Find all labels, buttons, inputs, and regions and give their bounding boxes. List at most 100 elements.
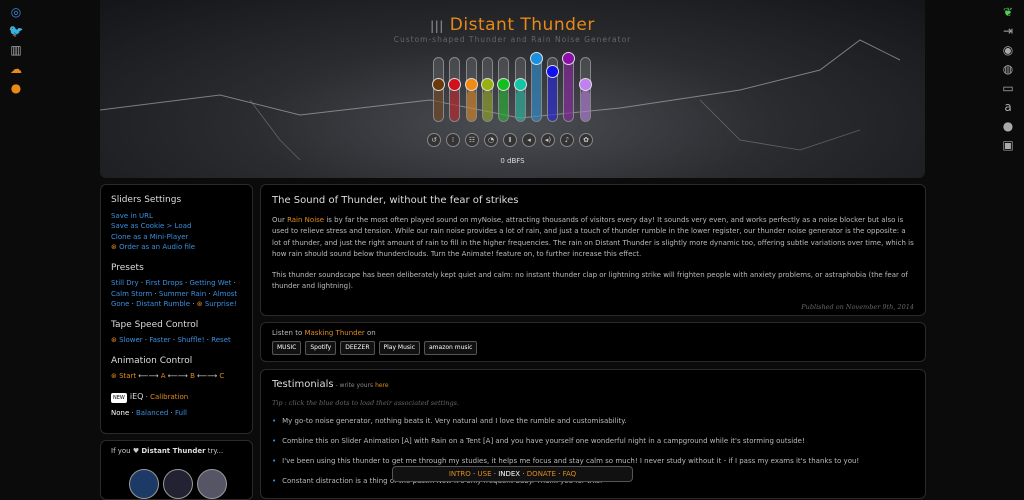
- testimonial-item: My go-to noise generator, nothing beats …: [272, 417, 914, 425]
- service-badge[interactable]: amazon music: [424, 341, 478, 355]
- nav-faq[interactable]: FAQ: [562, 470, 577, 478]
- nav-index[interactable]: INDEX: [498, 470, 521, 478]
- anim-link[interactable]: A: [160, 372, 166, 380]
- presets-icon[interactable]: ⁞: [446, 133, 460, 147]
- tape-link[interactable]: Shuffle!: [177, 336, 205, 344]
- service-badge[interactable]: Play Music: [378, 341, 420, 355]
- slider-10[interactable]: [578, 57, 592, 122]
- piggy-bank-icon[interactable]: ◉: [1002, 43, 1014, 57]
- suggestion-thumb[interactable]: [129, 469, 159, 499]
- eq-none[interactable]: None: [111, 409, 130, 417]
- tape-list: ⊛ Slower · Faster · Shuffle! · Reset: [111, 336, 231, 344]
- volume-down-icon[interactable]: ◂: [522, 133, 536, 147]
- testimonial-item: I've been using this thunder to get me t…: [272, 457, 914, 465]
- slider-knob[interactable]: [448, 78, 462, 91]
- orange-star-icon: ⊛: [111, 336, 120, 344]
- presets-link[interactable]: Still Dry: [111, 279, 139, 287]
- reset-icon[interactable]: ↺: [427, 133, 441, 147]
- write-yours: - write yours: [333, 382, 376, 389]
- tape-link[interactable]: Reset: [211, 336, 231, 344]
- amazon-icon[interactable]: a: [1004, 100, 1012, 114]
- cd-icon[interactable]: ◍: [1002, 62, 1014, 76]
- apple-icon[interactable]: ●: [1002, 119, 1014, 133]
- eco-hand-icon[interactable]: ❦: [1002, 5, 1014, 19]
- pause-icon[interactable]: Ⅱ: [503, 133, 517, 147]
- rain-noise-link[interactable]: Rain Noise: [287, 215, 325, 224]
- slider-2[interactable]: [448, 57, 462, 122]
- tape-link[interactable]: Slower: [119, 336, 143, 344]
- order-link[interactable]: Order as an Audio file: [119, 243, 196, 251]
- about-panel: The Sound of Thunder, without the fear o…: [260, 184, 926, 316]
- login-icon[interactable]: ⇥: [1002, 24, 1014, 38]
- android-icon[interactable]: ▣: [1002, 138, 1014, 152]
- service-badge[interactable]: DEEZER: [340, 341, 375, 355]
- stats-icon[interactable]: ◎: [10, 5, 22, 19]
- anim-link[interactable]: Start: [119, 372, 137, 380]
- presets-link[interactable]: First Drops: [145, 279, 183, 287]
- slider-8[interactable]: [546, 57, 560, 122]
- animate-icon[interactable]: ☷: [465, 133, 479, 147]
- heart-icon: ♥: [132, 447, 140, 455]
- slider-fill: [499, 89, 509, 121]
- settings-icon[interactable]: ✿: [579, 133, 593, 147]
- tv-icon[interactable]: ▭: [1002, 81, 1014, 95]
- masking-thunder-link[interactable]: Masking Thunder: [304, 329, 365, 337]
- nav-use[interactable]: USE: [477, 470, 492, 478]
- anim-list: ⊛ Start ⟵⟶ A ⟵⟶ B ⟵⟶ C: [111, 372, 225, 380]
- cloud-comment-icon[interactable]: ☁: [10, 62, 22, 76]
- presets-link[interactable]: Getting Wet: [189, 279, 232, 287]
- presets-link[interactable]: Distant Rumble: [136, 300, 191, 308]
- presets-link[interactable]: Summer Rain: [158, 289, 207, 298]
- page-subtitle: Custom-shaped Thunder and Rain Noise Gen…: [393, 35, 632, 44]
- header-banner: ||| Distant Thunder Custom-shaped Thunder…: [100, 0, 925, 178]
- slider-knob[interactable]: [546, 65, 560, 78]
- leaf-icon[interactable]: ●: [10, 81, 22, 95]
- anim-link[interactable]: B: [190, 372, 195, 380]
- slider-knob[interactable]: [513, 78, 527, 91]
- anim-link[interactable]: C: [219, 372, 225, 380]
- slider-knob[interactable]: [497, 78, 511, 91]
- suggestion-thumb[interactable]: [163, 469, 193, 499]
- slider-9[interactable]: [562, 52, 576, 122]
- suggestion-thumb[interactable]: [197, 469, 227, 499]
- orange-star-icon: ⊛: [111, 372, 120, 380]
- clone-link[interactable]: Clone as a Mini-Player: [111, 232, 189, 241]
- calibration-link[interactable]: Calibration: [150, 392, 189, 401]
- slider-knob[interactable]: [562, 52, 576, 65]
- service-badge[interactable]: Spotify: [305, 341, 337, 355]
- tape-link[interactable]: Faster: [149, 336, 171, 344]
- presets-link[interactable]: Calm Storm: [111, 289, 153, 298]
- slider-5[interactable]: [497, 57, 511, 122]
- timer-icon[interactable]: ◔: [484, 133, 498, 147]
- map-icon[interactable]: ▥: [10, 43, 22, 57]
- slider-knob[interactable]: [529, 52, 543, 65]
- slider-knob[interactable]: [480, 78, 494, 91]
- try-suffix: try...: [207, 447, 224, 455]
- bell-icon[interactable]: ♪: [560, 133, 574, 147]
- slider-knob[interactable]: [464, 78, 478, 91]
- service-badge[interactable]: MUSIC: [272, 341, 302, 355]
- twitter-facebook-icon[interactable]: 🐦: [8, 24, 24, 38]
- about-title: The Sound of Thunder, without the fear o…: [272, 195, 519, 206]
- eq-full[interactable]: Full: [175, 409, 187, 417]
- here-link[interactable]: here: [375, 382, 389, 389]
- slider-3[interactable]: [464, 57, 478, 122]
- testimonials-heading: Testimonials: [272, 379, 334, 390]
- slider-6[interactable]: [513, 57, 527, 122]
- slider-1[interactable]: [432, 57, 445, 122]
- save-url-link[interactable]: Save in URL: [111, 211, 153, 220]
- level-readout: 0 dBFS: [500, 157, 525, 165]
- slider-knob[interactable]: [578, 78, 592, 91]
- slider-7[interactable]: [529, 52, 543, 122]
- nav-donate[interactable]: DONATE: [526, 470, 556, 478]
- preset-list: Still Dry · First Drops · Getting Wet · …: [111, 279, 238, 309]
- presets-link[interactable]: Almost Gone: [111, 289, 238, 309]
- presets-link[interactable]: Surprise!: [204, 300, 237, 308]
- nav-intro[interactable]: INTRO: [448, 470, 471, 478]
- save-cookie-link[interactable]: Save as Cookie > Load: [111, 222, 192, 230]
- slider-knob[interactable]: [432, 78, 445, 91]
- eq-balanced[interactable]: Balanced: [135, 409, 169, 417]
- slider-4[interactable]: [480, 57, 494, 122]
- page-title: ||| Distant Thunder: [100, 15, 925, 35]
- volume-up-icon[interactable]: ◂): [541, 133, 555, 147]
